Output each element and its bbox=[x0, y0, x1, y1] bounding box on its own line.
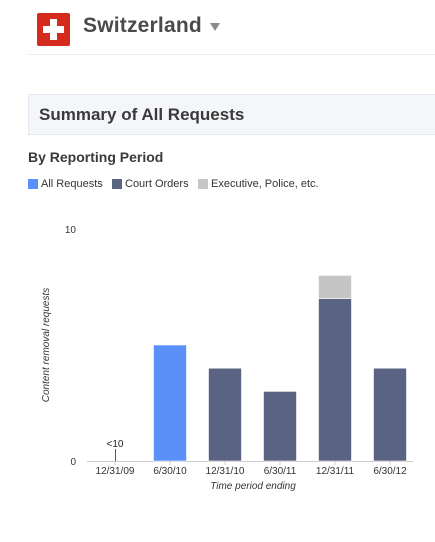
x-tick-label: 12/31/11 bbox=[316, 466, 355, 477]
legend-swatch bbox=[112, 179, 122, 189]
bar-segment bbox=[318, 298, 352, 462]
x-tick-label: 6/30/11 bbox=[264, 466, 297, 477]
legend-swatch bbox=[28, 179, 38, 189]
legend-swatch bbox=[198, 179, 208, 189]
x-tick-label: 6/30/12 bbox=[373, 466, 407, 477]
bar-segment bbox=[263, 391, 297, 462]
legend-label: Court Orders bbox=[125, 178, 189, 190]
summary-panel: Summary of All Requests bbox=[28, 94, 435, 135]
x-axis-label: Time period ending bbox=[210, 481, 296, 492]
summary-title: Summary of All Requests bbox=[39, 105, 245, 124]
annotation-label: <10 bbox=[107, 439, 124, 450]
x-tick-label: 12/31/09 bbox=[96, 466, 135, 477]
x-tick-label: 6/30/10 bbox=[153, 466, 187, 477]
bar-segment bbox=[208, 367, 242, 462]
bar-segment bbox=[318, 275, 352, 299]
section-heading: By Reporting Period bbox=[28, 149, 164, 165]
y-tick-label: 0 bbox=[70, 457, 76, 468]
country-title: Switzerland bbox=[83, 14, 202, 37]
legend-label: All Requests bbox=[41, 178, 103, 190]
page-header: Switzerland bbox=[0, 0, 435, 55]
bar-segment bbox=[153, 344, 187, 462]
header-divider bbox=[28, 54, 435, 55]
x-tick-label: 12/31/10 bbox=[206, 466, 245, 477]
caret-down-icon[interactable] bbox=[210, 23, 220, 31]
y-tick-label: 10 bbox=[65, 225, 77, 236]
swiss-flag-icon bbox=[37, 13, 70, 46]
bar-segment bbox=[373, 367, 407, 462]
legend-label: Executive, Police, etc. bbox=[211, 178, 319, 190]
y-axis-label: Content removal requests bbox=[41, 288, 52, 403]
